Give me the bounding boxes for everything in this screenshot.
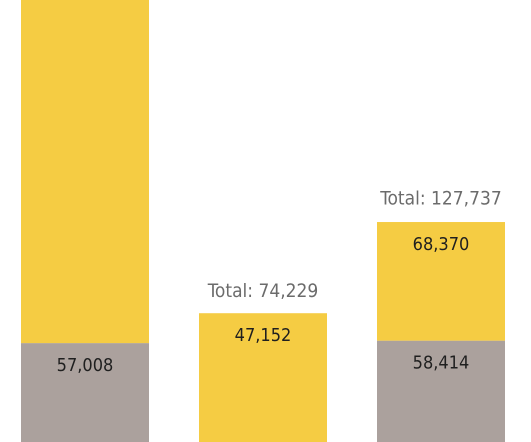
data-label-1-1: 47,152	[235, 325, 292, 346]
bar-segment-0-0	[21, 343, 149, 442]
data-label-0-0: 57,008	[57, 355, 114, 376]
data-label-2-1: 68,370	[413, 234, 470, 255]
bars-layer	[21, 0, 505, 442]
labels-layer: 57,008 47,152 Total: 74,229 58,414 68,370 Tot…	[57, 187, 502, 376]
bar-segment-2-0	[377, 340, 505, 442]
bar-segment-1-1	[199, 313, 327, 442]
total-label-2: Total: 127,737	[379, 187, 501, 209]
bar-segment-2-1	[377, 222, 505, 341]
total-label-1: Total: 74,229	[207, 280, 319, 302]
bar-segment-0-1	[21, 0, 149, 344]
data-label-2-0: 58,414	[413, 353, 470, 374]
